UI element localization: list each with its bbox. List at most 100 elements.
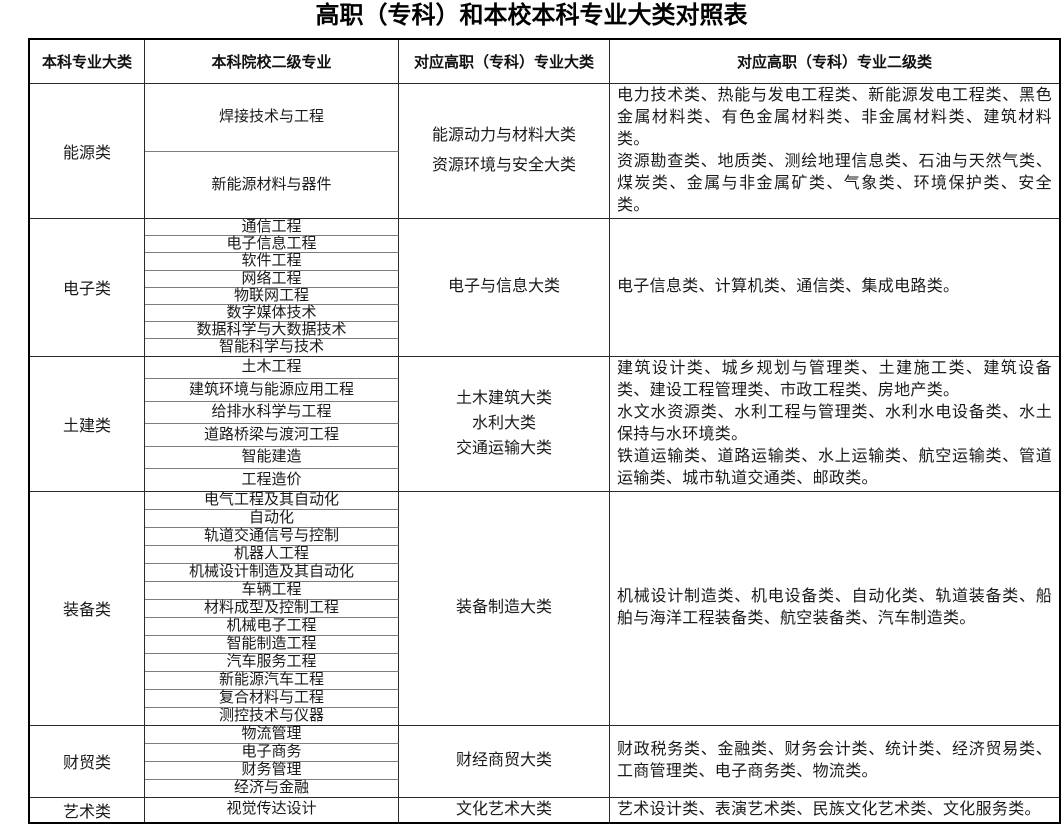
vocational-category-line: 装备制造大类: [455, 599, 552, 616]
header-vocational-category: 对应高职（专科）专业大类: [399, 40, 610, 84]
major-cell: 数据科学与大数据技术: [145, 322, 399, 340]
vocational-category-cell: 文化艺术大类: [399, 797, 610, 822]
header-undergrad-category: 本科专业大类: [30, 40, 145, 84]
table-row: 道路桥梁与渡河工程: [30, 424, 1059, 447]
major-cell: 软件工程: [145, 253, 399, 271]
vocational-category-line: 土木建筑大类: [455, 390, 552, 407]
major-cell: 视觉传达设计: [145, 797, 399, 822]
table-row: 能源类 焊接技术与工程 能源动力与材料大类 资源环境与安全大类 电力技术类、热能与发电工…: [30, 84, 1059, 219]
subclass-paragraph: 艺术设计类、表演艺术类、民族文化艺术类、文化服务类。: [617, 801, 1041, 818]
category-cell: 财贸类: [30, 725, 145, 798]
major-cell: 汽车服务工程: [145, 653, 399, 672]
table-row: 电子类 通信工程 电子与信息大类 电子信息类、计算机类、通信类、集成电路类。: [30, 219, 1059, 357]
major-cell: 电子信息工程: [145, 236, 399, 254]
vocational-category-line: 电子与信息大类: [447, 278, 560, 296]
subclass-cell: 机械设计制造类、机电设备类、自动化类、轨道装备类、船舶与海洋工程装备类、航空装备…: [610, 492, 1059, 726]
major-cell: 数字媒体技术: [145, 304, 399, 323]
table-row: 智能建造: [30, 446, 1059, 469]
table-row: 数字媒体技术: [30, 304, 1059, 323]
subclass-paragraph: 机械设计制造类、机电设备类、自动化类、轨道装备类、船舶与海洋工程装备类、航空装备…: [617, 588, 1052, 627]
vocational-category-line: 资源环境与安全大类: [431, 157, 576, 174]
table-row: 网络工程: [30, 270, 1059, 288]
vocational-category-cell: 财经商贸大类: [399, 725, 610, 798]
category-cell: 装备类: [30, 491, 145, 726]
table-row: 艺术类 视觉传达设计 文化艺术大类 艺术设计类、表演艺术类、民族文化艺术类、文化服务类…: [30, 797, 1059, 822]
subclass-paragraph: 资源勘查类、地质类、测绘地理信息类、石油与天然气类、煤炭类、金属与非金属矿类、气…: [617, 153, 1052, 214]
table-row: 数据科学与大数据技术: [30, 322, 1059, 340]
table-row: 物联网工程: [30, 287, 1059, 305]
vocational-category-line: 财经商贸大类: [455, 752, 552, 769]
table-row: 测控技术与仪器: [30, 707, 1059, 726]
subclass-cell: 电力技术类、热能与发电工程类、新能源发电工程类、黑色金属材料类、有色金属材料类、…: [610, 84, 1059, 219]
major-cell: 自动化: [145, 509, 399, 528]
table-row: 电子商务: [30, 743, 1059, 762]
major-cell: 土木工程: [145, 356, 399, 379]
table-row: 车辆工程: [30, 581, 1059, 600]
major-cell: 材料成型及控制工程: [145, 599, 399, 618]
page-title: 高职（专科）和本校本科专业大类对照表: [315, 2, 748, 29]
table-row: 自动化: [30, 509, 1059, 528]
vocational-category-cell: 电子与信息大类: [399, 219, 610, 357]
table-row: 软件工程: [30, 253, 1059, 271]
category-cell: 电子类: [30, 219, 145, 357]
vocational-category-cell: 土木建筑大类 水利大类交通运输大类: [399, 356, 610, 492]
major-cell: 工程造价: [145, 469, 399, 492]
major-cell: 复合材料与工程: [145, 689, 399, 708]
major-cell: 智能建造: [145, 446, 399, 469]
table-row: 智能制造工程: [30, 635, 1059, 654]
major-cell: 通信工程: [145, 219, 399, 237]
table-row: 机械设计制造及其自动化: [30, 563, 1059, 582]
table-row: 土建类 土木工程 土木建筑大类 水利大类 交通运输大类 建筑设计类、城乡规划与管理类、土建…: [30, 356, 1059, 492]
category-cell: 艺术类: [30, 797, 145, 822]
major-cell: 物流管理: [145, 725, 399, 744]
table-row: 新能源汽车工程: [30, 671, 1059, 690]
major-cell: 焊接技术与工程: [145, 84, 399, 152]
header-vocational-subclass: 对应高职（专科）专业二级类: [610, 40, 1059, 84]
subclass-paragraph: 财政税务类、金融类、财务会计类、统计类、经济贸易类、工商管理类、电子商务类、物流…: [617, 741, 1052, 780]
table-row: 机械电子工程: [30, 617, 1059, 636]
major-cell: 给排水科学与工程: [145, 401, 399, 424]
major-cell: 智能科学与技术: [145, 339, 399, 357]
subclass-cell: 建筑设计类、城乡规划与管理类、土建施工类、建筑设备类、建设工程管理类、市政工程类…: [610, 357, 1059, 492]
major-cell: 机械电子工程: [145, 617, 399, 636]
table-row: 汽车服务工程: [30, 653, 1059, 672]
table-row: 复合材料与工程: [30, 689, 1059, 708]
vocational-category-line: 水利大类: [471, 415, 536, 432]
subclass-cell: 艺术设计类、表演艺术类、民族文化艺术类、文化服务类。: [610, 798, 1059, 822]
major-cell: 建筑环境与能源应用工程: [145, 379, 399, 402]
table-row: 新能源材料与器件: [30, 151, 1059, 219]
major-cell: 财务管理: [145, 761, 399, 780]
major-cell: 电子商务: [145, 743, 399, 762]
category-cell: 土建类: [30, 356, 145, 492]
comparison-table: 本科专业大类 本科院校二级专业 对应高职（专科）专业大类 对应高职（专科）专业二…: [28, 38, 1061, 824]
major-cell: 车辆工程: [145, 581, 399, 600]
header-undergrad-major: 本科院校二级专业: [145, 40, 399, 84]
major-cell: 物联网工程: [145, 287, 399, 305]
table-row: 装备类 电气工程及其自动化装备制造大类 机械设计制造类、机电设备类、自动化类、轨道装…: [30, 491, 1059, 726]
subclass-cell: 财政税务类、金融类、财务会计类、统计类、经济贸易类、工商管理类、电子商务类、物流…: [610, 726, 1059, 798]
table-row: 轨道交通信号与控制: [30, 527, 1059, 546]
vocational-category-line: 交通运输大类: [455, 440, 552, 457]
major-cell: 道路桥梁与渡河工程: [145, 424, 399, 447]
table-row: 建筑环境与能源应用工程: [30, 379, 1059, 402]
table-row: 财贸类 物流管理财经商贸大类 财政税务类、金融类、财务会计类、统计类、经济贸易类、工…: [30, 725, 1059, 798]
major-cell: 机器人工程: [145, 545, 399, 564]
major-cell: 新能源材料与器件: [145, 151, 399, 219]
vocational-category-line: 能源动力与材料大类: [431, 127, 576, 144]
major-cell: 轨道交通信号与控制: [145, 527, 399, 546]
major-cell: 经济与金融: [145, 779, 399, 798]
vocational-category-cell: 装备制造大类: [399, 491, 610, 726]
table-body: 能源类 焊接技术与工程 能源动力与材料大类 资源环境与安全大类 电力技术类、热能与发电工…: [30, 84, 1059, 822]
subclass-paragraph: 建筑设计类、城乡规划与管理类、土建施工类、建筑设备类、建设工程管理类、市政工程类…: [617, 359, 1052, 399]
table-row: 电子信息工程: [30, 236, 1059, 254]
table-row: 财务管理: [30, 761, 1059, 780]
subclass-paragraph: 电力技术类、热能与发电工程类、新能源发电工程类、黑色金属材料类、有色金属材料类、…: [617, 87, 1052, 148]
category-cell: 能源类: [30, 84, 145, 219]
table-row: 智能科学与技术: [30, 339, 1059, 357]
major-cell: 电气工程及其自动化: [145, 491, 399, 510]
major-cell: 机械设计制造及其自动化: [145, 563, 399, 582]
vocational-category-cell: 能源动力与材料大类 资源环境与安全大类: [399, 84, 610, 219]
major-cell: 测控技术与仪器: [145, 707, 399, 726]
table-row: 工程造价: [30, 469, 1059, 492]
